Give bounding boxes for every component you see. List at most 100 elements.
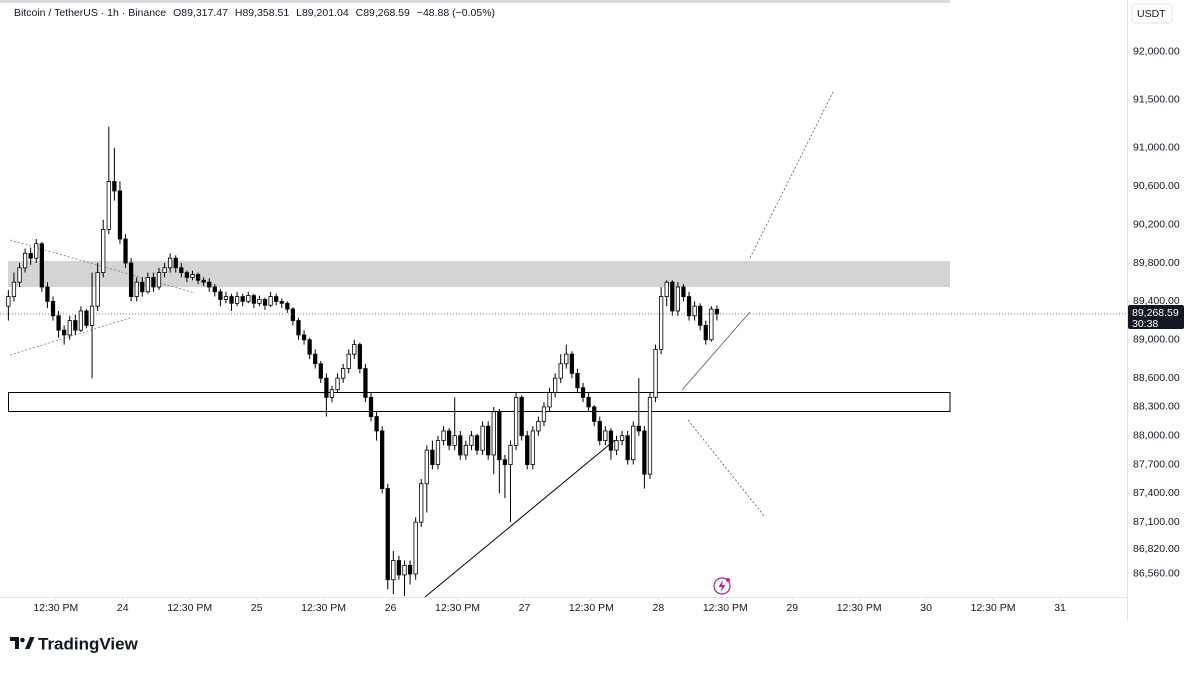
candle-body [168,257,173,269]
y-tick-label: 91,000.00 [1133,142,1180,154]
x-tick-label: 31 [1054,602,1066,614]
y-tick-label: 89,800.00 [1133,257,1180,269]
projection-line [687,419,766,518]
candle-body [659,296,664,350]
candle-body [56,315,61,331]
candle-body [452,435,457,446]
candle-body [463,444,468,456]
y-tick-label: 90,200.00 [1133,218,1180,230]
candle-body [45,286,50,302]
candle-body [530,430,535,465]
last-price-label: 89,268.59 [1132,307,1179,319]
x-tick-label: 12:30 PM [971,602,1016,614]
ohlc-letter: O [173,7,181,19]
x-tick-label: 12:30 PM [569,602,614,614]
candle-body [34,243,39,259]
candle-body [340,368,346,379]
x-tick-label: 12:30 PM [837,602,882,614]
candle-body [78,310,84,331]
candle-body [692,305,697,317]
candle-body [140,281,145,293]
y-tick-label: 88,300.00 [1133,401,1180,413]
candle-body [636,425,641,432]
candle-body [218,291,223,300]
candle-body [703,324,708,341]
candle-body [6,296,11,307]
candle-body [430,449,435,465]
candle-body [39,243,44,288]
brand-logo [10,637,35,649]
candle-body [212,286,217,293]
candle-body [240,296,245,302]
candle-body [675,286,681,312]
candle-body [201,279,206,283]
candle-body [424,449,429,485]
candle-body [441,430,446,441]
candle-body [84,310,89,326]
candle-body [608,430,614,451]
candle-body [642,430,647,475]
candle-body [569,353,574,374]
trend-line [424,439,616,598]
candle-body [525,435,530,465]
close-value: 89,268.59 [363,7,410,19]
candle-body [268,296,273,306]
candle-body [335,377,340,391]
candle-body [491,411,496,456]
candle-body [128,262,134,297]
y-tick-label: 92,000.00 [1133,46,1180,58]
candle-body [207,281,212,288]
candle-body [73,320,78,331]
event-icon-bolt [718,580,726,592]
candle-body [301,334,307,341]
candle-body [486,425,491,456]
y-tick-label: 89,000.00 [1133,334,1180,346]
y-tick-label: 87,400.00 [1133,487,1180,499]
candle-body [50,300,56,317]
candle-body [686,296,692,317]
x-tick-label: 12:30 PM [703,602,748,614]
candle-body [502,459,508,465]
candle-body [285,302,290,310]
candle-body [592,406,597,422]
trend-line [9,317,131,356]
x-tick-label: 30 [920,602,932,614]
candle-body [458,435,463,456]
y-tick-label: 87,100.00 [1133,516,1180,528]
candle-body [11,281,17,297]
brand: TradingView [38,634,139,653]
candle-body [508,444,513,465]
x-tick-label: 27 [519,602,531,614]
candle-body [329,389,335,398]
candle-body [262,299,268,306]
candle-body [670,281,675,312]
low-value: 89,201.04 [302,7,349,19]
x-tick-label: 25 [251,602,263,614]
last-price-box [1128,304,1184,329]
candle-body [352,344,357,355]
candle-body [575,372,580,389]
candle-body [407,564,413,575]
candle-body [257,299,262,304]
candle-body [368,396,374,417]
candle-body [698,305,703,326]
candle-body [558,363,563,379]
candle-body [586,396,591,408]
candle-body [190,274,195,278]
candle-body [179,267,184,273]
candle-body [290,308,296,321]
candle-body [419,483,424,523]
candle-body [234,296,240,304]
candle-body [513,396,519,446]
candle-body [62,329,67,336]
y-tick-label: 88,000.00 [1133,430,1180,442]
candle-body [541,406,547,422]
header: Bitcoin / TetherUS · 1h · Binance O89,31… [14,7,495,19]
candle-body [647,396,653,475]
ohlc-letter: C [356,7,364,19]
candle-body [173,257,178,269]
change-value: −48.88 (−0.05%) [417,7,495,19]
candle-body [112,181,117,192]
x-tick-label: 24 [117,602,129,614]
